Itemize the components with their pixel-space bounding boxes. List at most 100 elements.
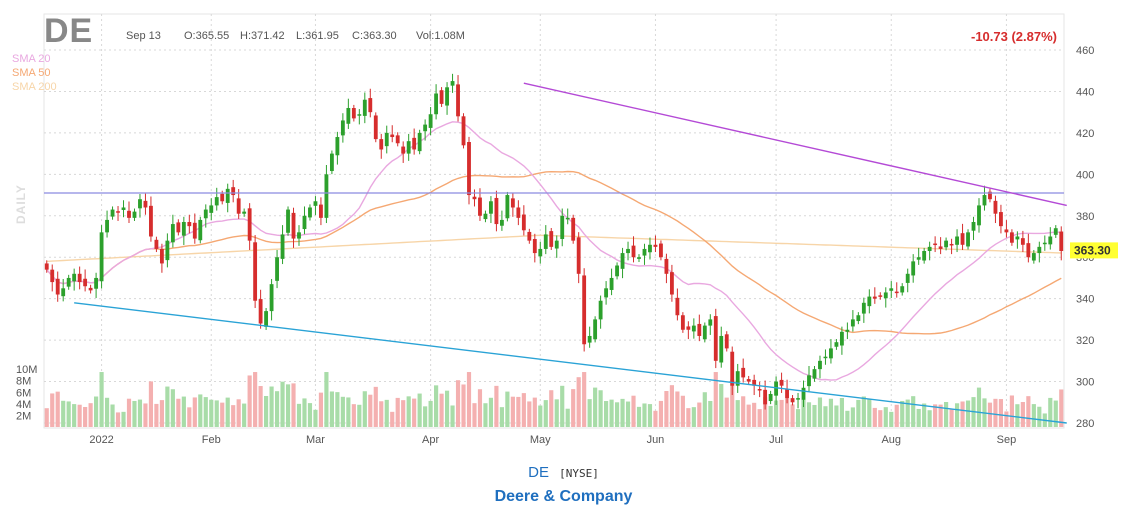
volume-bar [790, 404, 795, 427]
volume-bar [373, 386, 378, 427]
candle-body [642, 248, 647, 256]
candle-body [735, 371, 740, 386]
volume-bar [598, 390, 603, 427]
volume-tick-label: 4M [16, 399, 31, 411]
candle-body [587, 335, 592, 343]
volume-bar [99, 372, 104, 427]
volume-bar [741, 396, 746, 427]
candle-body [286, 209, 290, 233]
volume-bar [126, 398, 132, 427]
caption-ticker-link[interactable]: DE [528, 464, 549, 481]
volume-bar [839, 398, 844, 427]
candle-body [384, 132, 389, 147]
candle-body [308, 207, 312, 218]
volume-bar [1031, 404, 1036, 427]
volume-bar [77, 404, 82, 427]
volume-bar [66, 401, 71, 427]
candle-body [927, 246, 932, 252]
candle-body [850, 319, 855, 327]
candle-body [472, 196, 477, 200]
candle-body [88, 287, 93, 291]
candle-body [55, 278, 60, 295]
candle-body [401, 146, 406, 154]
y-tick-label: 380 [1076, 211, 1094, 223]
volume-bar [340, 396, 345, 427]
volume-bar [466, 372, 472, 427]
volume-bar [949, 409, 954, 427]
y-tick-label: 460 [1076, 45, 1094, 57]
candle-body [351, 108, 356, 119]
candle-body [576, 237, 581, 274]
candle-body [653, 244, 658, 247]
candle-body [938, 246, 943, 249]
candle-body [993, 200, 998, 214]
candle-body [450, 81, 455, 86]
candle-body [686, 326, 691, 330]
volume-bar [576, 377, 581, 427]
candle-body [598, 300, 603, 320]
candle-body [697, 323, 702, 336]
volume-bar [104, 397, 110, 427]
volume-bar [686, 408, 691, 427]
candle-body [669, 272, 674, 295]
volume-bar [209, 399, 214, 427]
candle-body [823, 356, 828, 359]
candle-body [461, 116, 466, 146]
candle-body [99, 232, 104, 282]
volume-bar [998, 399, 1004, 427]
candle-body [319, 204, 323, 218]
candle-body [390, 134, 395, 138]
volume-bar [768, 405, 773, 427]
volume-bar [417, 393, 422, 427]
candle-body [329, 153, 334, 172]
candle-body [214, 197, 219, 206]
candle-body [373, 115, 378, 140]
candle-body [922, 251, 927, 261]
volume-bar [401, 400, 406, 427]
volume-bar [724, 397, 729, 427]
volume-bar [296, 403, 302, 427]
volume-bar [565, 408, 570, 427]
candle-body [170, 224, 175, 243]
volume-bar [88, 403, 93, 427]
caption-company-link[interactable]: Deere & Company [494, 488, 633, 505]
candle-body [779, 379, 784, 386]
sma50-line [46, 170, 1062, 335]
candle-body [362, 99, 367, 116]
volume-bar [883, 407, 888, 427]
volume-bar [121, 411, 126, 427]
candle-body [872, 296, 877, 299]
volume-bar [302, 398, 307, 427]
volume-bar [549, 390, 554, 427]
candle-body [1031, 253, 1036, 261]
candle-body [785, 389, 789, 399]
volume-bar [461, 384, 466, 427]
x-tick-label: Apr [422, 434, 439, 446]
candle-body [346, 108, 351, 124]
volume-bar [55, 391, 60, 427]
candle-body [231, 187, 236, 196]
volume-bar [763, 397, 768, 427]
volume-bar [516, 396, 521, 427]
quote-close: C:363.30 [352, 30, 397, 42]
volume-bar [708, 400, 713, 427]
volume-bar [680, 395, 685, 427]
volume-bar [1048, 397, 1053, 427]
volume-bar [653, 410, 658, 427]
candle-body [560, 215, 565, 239]
volume-bar [1059, 389, 1064, 427]
volume-bar [236, 399, 241, 427]
volume-bar [1020, 402, 1025, 427]
candle-body [911, 261, 916, 276]
volume-bar [900, 400, 905, 427]
candle-body [406, 141, 411, 154]
candle-body [395, 135, 400, 144]
candle-body [192, 222, 197, 239]
candle-body [631, 245, 636, 258]
volume-bar [450, 405, 455, 427]
volume-bar [488, 397, 494, 427]
volume-bar [329, 391, 334, 427]
candle-body [121, 207, 126, 210]
volume-bar [631, 395, 636, 427]
candle-body [659, 243, 663, 258]
